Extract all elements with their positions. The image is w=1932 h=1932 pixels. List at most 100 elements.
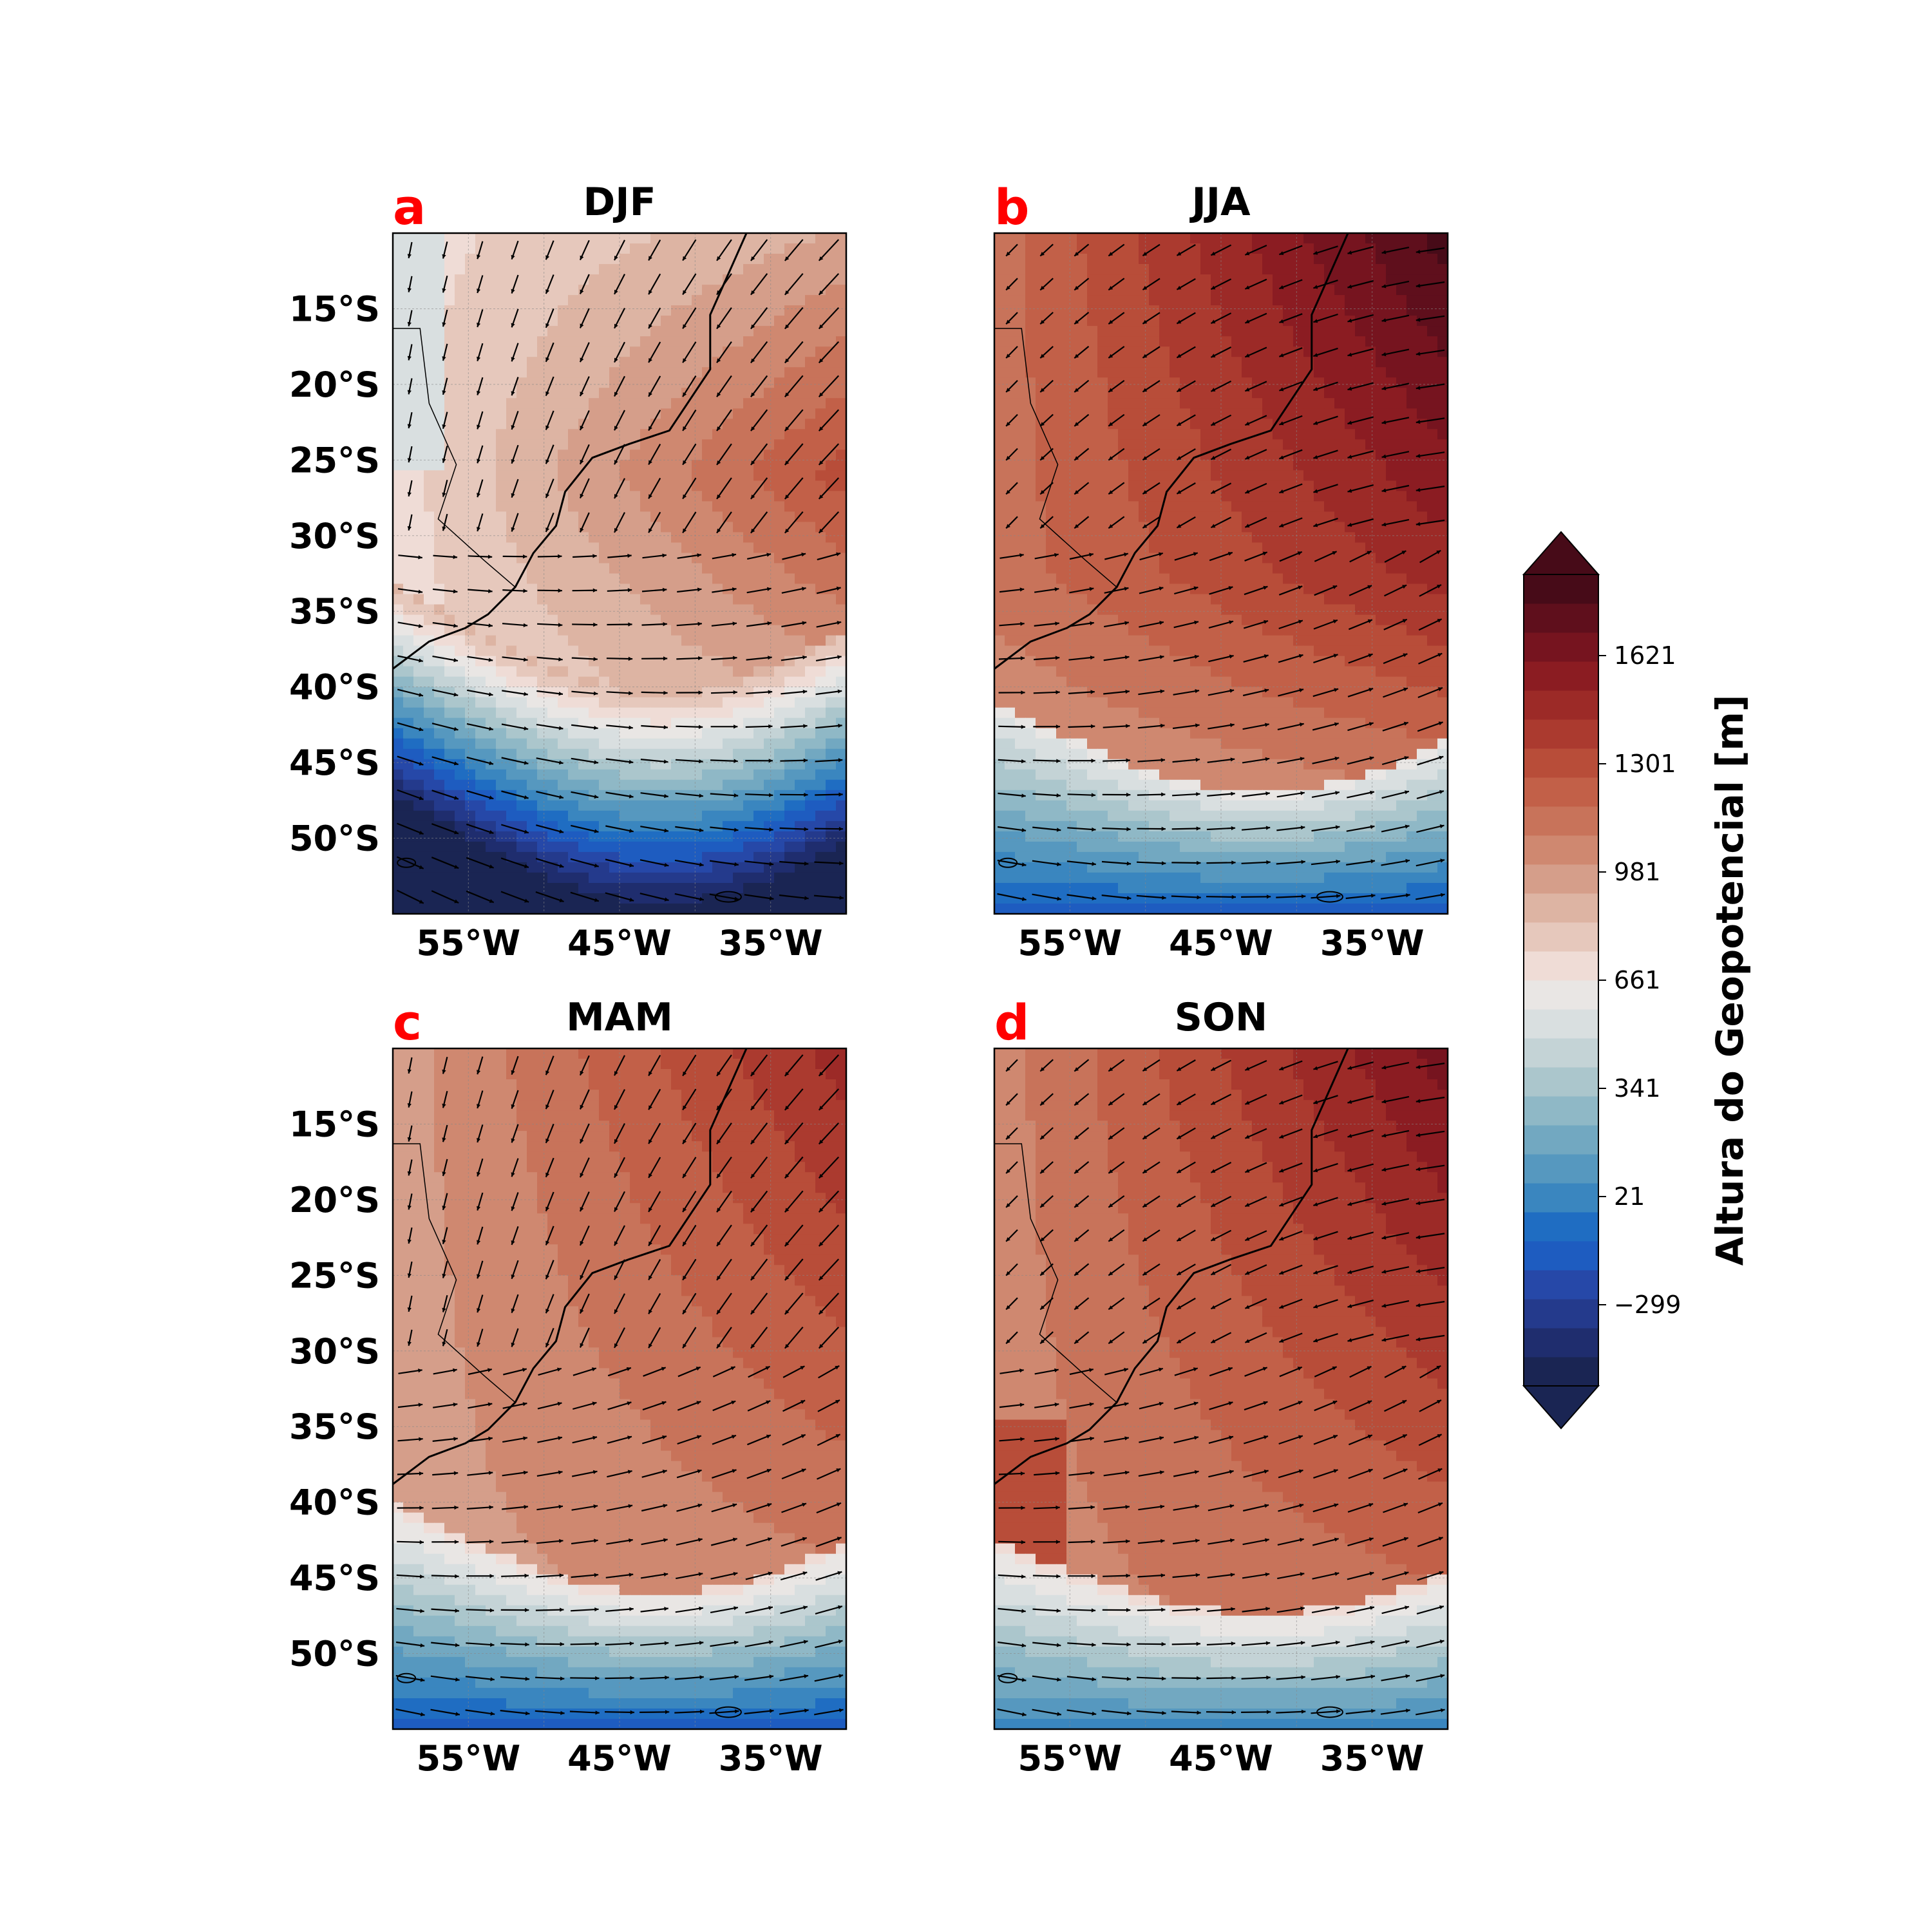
lat-tick-label: 15°S <box>289 289 380 329</box>
panel-letter: a <box>393 178 426 236</box>
island-outline <box>714 891 742 903</box>
colorbar-band <box>1524 1009 1598 1039</box>
lon-tick-label: 35°W <box>1320 1738 1425 1779</box>
lat-tick-label: 25°S <box>289 1255 380 1296</box>
colorbar-label: Altura do Geopotencial [m] <box>1708 695 1752 1266</box>
wind-vectors <box>997 1059 1445 1717</box>
panel-letter: b <box>994 178 1029 236</box>
colorbar-ticks: −299 21 341 661 981 1301 1621 <box>1598 641 1681 1319</box>
country-borders <box>393 328 516 588</box>
colorbar-band <box>1524 835 1598 865</box>
lat-tick-label: 35°S <box>289 591 380 632</box>
colorbar-tick-label: 661 <box>1614 966 1661 994</box>
colorbar-extend-bottom <box>1522 1385 1600 1430</box>
colorbar-band <box>1524 922 1598 952</box>
lat-tick-label: 25°S <box>289 440 380 480</box>
colorbar-band <box>1524 719 1598 749</box>
lat-tick-label: 40°S <box>289 667 380 708</box>
lon-tick-label: 55°W <box>416 1738 520 1779</box>
colorbar: −299 21 341 661 981 1301 1621 Altura do Geopot… <box>1522 531 1752 1430</box>
panel-c: c MAM 15°S 20°S 25°S 30°S 35°S 40°S 45°S 50°S 55°W… <box>289 994 848 1779</box>
lon-tick-label: 35°W <box>719 923 823 963</box>
island-outline <box>998 1672 1018 1683</box>
gridlines <box>994 233 1448 914</box>
colorbar-band <box>1524 980 1598 1010</box>
lon-tick-label: 35°W <box>719 1738 823 1779</box>
lat-tick-label: 50°S <box>289 1634 380 1674</box>
colorbar-band <box>1524 1241 1598 1271</box>
lat-tick-label: 15°S <box>289 1104 380 1144</box>
lat-tick-label: 45°S <box>289 1558 380 1598</box>
map-frame <box>392 232 848 915</box>
colorbar-band <box>1524 893 1598 923</box>
colorbar-band <box>1524 661 1598 691</box>
colorbar-band <box>1524 806 1598 836</box>
colorbar-band <box>1524 632 1598 662</box>
lon-tick-label: 35°W <box>1320 923 1425 963</box>
colorbar-tick-label: 1621 <box>1614 641 1676 670</box>
colorbar-bands <box>1524 574 1598 1387</box>
panel-title: JJA <box>1189 180 1251 225</box>
colorbar-band <box>1524 603 1598 633</box>
map-frame <box>993 232 1449 915</box>
map-frame <box>993 1047 1449 1730</box>
colorbar-band <box>1524 864 1598 894</box>
lon-tick-label: 45°W <box>1169 1738 1273 1779</box>
colorbar-tick-label: 1301 <box>1614 750 1676 778</box>
panel-title: SON <box>1175 995 1267 1040</box>
colorbar-tick-label: −299 <box>1614 1291 1681 1319</box>
gridlines <box>994 1048 1448 1729</box>
colorbar-band <box>1524 1299 1598 1329</box>
lat-tick-label: 20°S <box>289 1180 380 1220</box>
panel-letter: c <box>393 994 422 1051</box>
island-outline <box>397 857 417 868</box>
lat-tick-label: 50°S <box>289 819 380 859</box>
colorbar-band <box>1524 1183 1598 1213</box>
lon-tick-label: 55°W <box>1018 923 1122 963</box>
colorbar-extend-top <box>1522 531 1600 575</box>
wind-vectors <box>395 1054 844 1717</box>
colorbar-band <box>1524 777 1598 807</box>
colorbar-band <box>1524 1270 1598 1300</box>
lat-tick-label: 40°S <box>289 1482 380 1523</box>
panel-b: b JJA 55°W 45°W 35°W <box>993 178 1449 963</box>
country-borders <box>994 1143 1117 1403</box>
wind-vectors <box>396 239 844 904</box>
lat-tick-label: 30°S <box>289 1331 380 1372</box>
panel-a: a DJF 15°S 20°S 25°S 30°S 35°S 40°S 45°S 50°S 55°W… <box>289 178 848 963</box>
colorbar-band <box>1524 1212 1598 1242</box>
lat-tick-label: 45°S <box>289 743 380 783</box>
coastline <box>994 232 1349 670</box>
colorbar-band <box>1524 951 1598 981</box>
gridlines <box>393 1048 846 1729</box>
lon-tick-label: 45°W <box>567 1738 672 1779</box>
lon-tick-label: 55°W <box>416 923 520 963</box>
colorbar-band <box>1524 1067 1598 1097</box>
map-field <box>393 1048 846 1729</box>
panel-title: MAM <box>566 995 673 1040</box>
lat-tick-label: 30°S <box>289 516 380 556</box>
colorbar-tick-label: 341 <box>1614 1074 1661 1103</box>
panel-letter: d <box>994 994 1029 1051</box>
lon-tick-label: 45°W <box>567 923 672 963</box>
lon-tick-label: 55°W <box>1018 1738 1122 1779</box>
colorbar-tick-label: 21 <box>1614 1182 1645 1211</box>
panel-title: DJF <box>583 180 656 225</box>
colorbar-tick-label: 981 <box>1614 858 1661 886</box>
panels: a DJF 15°S 20°S 25°S 30°S 35°S 40°S 45°S 50°S 55°W… <box>289 178 1449 1779</box>
map-field <box>994 1048 1448 1729</box>
coastline <box>392 232 748 670</box>
country-borders <box>393 1143 516 1403</box>
lon-tick-label: 45°W <box>1169 923 1273 963</box>
colorbar-band <box>1524 1096 1598 1126</box>
colorbar-band <box>1524 1038 1598 1068</box>
wind-vectors <box>997 243 1445 902</box>
coastline <box>392 1048 748 1485</box>
island-outline <box>998 857 1018 868</box>
panel-d: d SON 55°W 45°W 35°W <box>993 994 1449 1779</box>
colorbar-band <box>1524 748 1598 778</box>
colorbar-band <box>1524 690 1598 720</box>
colorbar-band <box>1524 1328 1598 1358</box>
colorbar-band <box>1524 1357 1598 1387</box>
